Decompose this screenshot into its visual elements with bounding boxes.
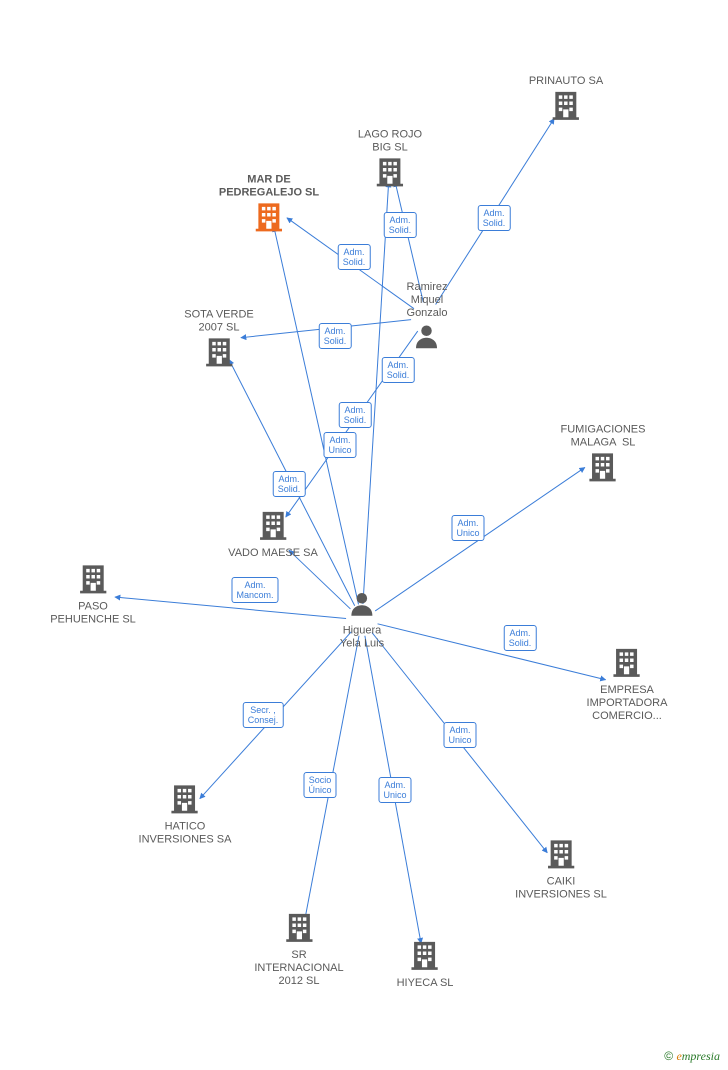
edge-label-higuera-lago: Adm.Solid. (382, 357, 415, 383)
edge-label-higuera-paso: Adm.Mancom. (231, 577, 278, 603)
edge-label-ramirez-sota: Adm.Solid. (319, 323, 352, 349)
brand-rest: mpresia (682, 1049, 720, 1063)
edge-label-ramirez-mar: Adm.Solid. (338, 244, 371, 270)
edge-label-higuera-fumig: Adm.Unico (451, 515, 484, 541)
edge-label-higuera-mar: Adm.Solid. (339, 402, 372, 428)
edge-higuera-empresa (378, 624, 606, 680)
edge-label-ramirez-prinauto: Adm.Solid. (478, 205, 511, 231)
edge-label-ramirez-lago: Adm.Solid. (384, 212, 417, 238)
network-canvas: RamirezMiquelGonzalo HigueraYela LuisMAR… (0, 0, 728, 1070)
edge-ramirez-lago (395, 181, 423, 302)
copyright: © empresia (664, 1049, 720, 1064)
edges-layer (0, 0, 728, 1070)
edge-label-higuera-caiki: Adm.Unico (443, 722, 476, 748)
edge-label-higuera-sr: SocioÚnico (303, 772, 336, 798)
edge-label-higuera-sota: Adm.Unico (323, 432, 356, 458)
edge-higuera-paso (115, 597, 346, 618)
edge-label-ramirez-vado: Adm.Solid. (273, 471, 306, 497)
edge-label-higuera-hiyeca: Adm.Unico (378, 777, 411, 803)
edge-label-higuera-empresa: Adm.Solid. (504, 625, 537, 651)
copyright-symbol: © (664, 1049, 673, 1063)
edge-label-higuera-hatico: Secr. ,Consej. (243, 702, 284, 728)
